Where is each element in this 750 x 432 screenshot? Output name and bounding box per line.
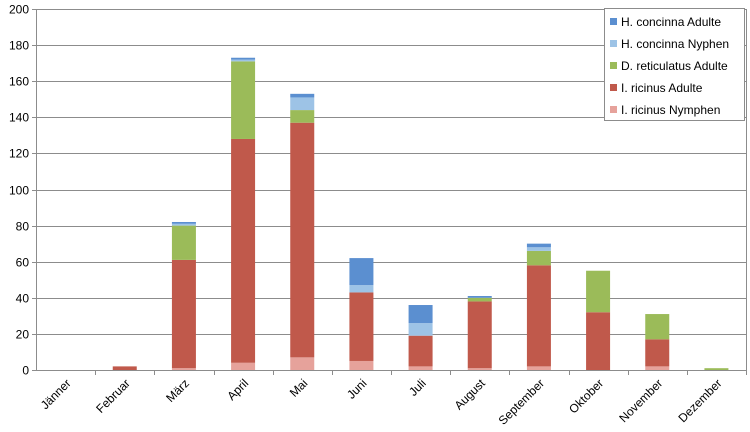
bar-segment-i-ricinus-nymphen: [349, 360, 374, 370]
bar-segment-i-ricinus-adulte: [290, 122, 315, 358]
bar-segment-h-concinna-nyphen: [290, 97, 315, 111]
y-tick-label: 180: [9, 39, 29, 53]
y-tick-label: 80: [16, 220, 30, 234]
bars: [112, 57, 729, 370]
legend-swatch-h-concinna-adulte: [610, 18, 617, 25]
bar-segment-i-ricinus-adulte: [231, 138, 256, 363]
bar-segment-i-ricinus-adulte: [526, 265, 551, 367]
bar-segment-d-reticulatus-adulte: [645, 314, 670, 340]
y-tick-label: 140: [9, 111, 29, 125]
bar-segment-h-concinna-nyphen: [349, 285, 374, 293]
x-tick-label: Februar: [93, 376, 133, 416]
bar-segment-h-concinna-adulte: [171, 221, 196, 224]
bar-segment-d-reticulatus-adulte: [231, 61, 256, 139]
legend-label: H. concinna Nyphen: [621, 37, 729, 51]
x-tick-label: September: [496, 376, 547, 427]
legend-label: I. ricinus Adulte: [621, 81, 703, 95]
bar-segment-i-ricinus-adulte: [408, 335, 433, 367]
bar-segment-i-ricinus-adulte: [645, 339, 670, 367]
bar-segment-h-concinna-adulte: [290, 93, 315, 98]
bar-segment-d-reticulatus-adulte: [586, 270, 611, 313]
bar-segment-h-concinna-nyphen: [526, 247, 551, 251]
x-tick-label: April: [224, 376, 251, 403]
y-tick-label: 100: [9, 184, 29, 198]
y-tick-label: 120: [9, 147, 29, 161]
legend-label: H. concinna Adulte: [621, 15, 721, 29]
bar-segment-i-ricinus-nymphen: [171, 368, 196, 370]
y-tick-label: 60: [16, 256, 30, 270]
bar-segment-d-reticulatus-adulte: [467, 297, 492, 302]
y-tick-label: 200: [9, 3, 29, 17]
bar-segment-d-reticulatus-adulte: [171, 225, 196, 260]
x-tick-label: Oktober: [566, 376, 606, 416]
bar-segment-i-ricinus-nymphen: [467, 368, 492, 370]
bar-segment-i-ricinus-adulte: [112, 366, 137, 370]
y-tick-label: 40: [16, 292, 30, 306]
legend: H. concinna Adulte H. concinna Nyphen D. r…: [604, 8, 745, 121]
x-tick-label: März: [163, 376, 192, 405]
bar-segment-d-reticulatus-adulte: [704, 368, 729, 370]
bar-segment-h-concinna-adulte: [349, 258, 374, 286]
bar-segment-h-concinna-adulte: [231, 57, 256, 60]
x-axis: Jänner Februar März April Mai Juni Juli August S…: [36, 370, 747, 428]
y-tick-label: 20: [16, 328, 30, 342]
bar-segment-i-ricinus-nymphen: [231, 362, 256, 370]
bar-segment-i-ricinus-adulte: [171, 259, 196, 369]
legend-swatch-i-ricinus-adulte: [610, 84, 617, 91]
x-tick-label: August: [452, 376, 489, 413]
x-tick-label: Juni: [344, 376, 369, 401]
x-tick-label: Dezember: [675, 376, 724, 425]
bar-segment-i-ricinus-adulte: [467, 301, 492, 369]
legend-label: I. ricinus Nymphen: [621, 103, 720, 117]
y-axis: 0 20 40 60 80 100 120 140 160 180 200: [9, 3, 37, 378]
x-tick-label: November: [616, 376, 665, 425]
bar-segment-i-ricinus-nymphen: [645, 366, 670, 370]
y-tick-label: 0: [22, 364, 29, 378]
bar-segment-i-ricinus-nymphen: [526, 366, 551, 370]
bar-segment-i-ricinus-nymphen: [290, 357, 315, 370]
bar-segment-d-reticulatus-adulte: [290, 110, 315, 123]
bar-segment-h-concinna-nyphen: [408, 323, 433, 336]
bar-segment-i-ricinus-adulte: [586, 312, 611, 370]
y-tick-label: 160: [9, 75, 29, 89]
x-tick-label: Juli: [406, 376, 429, 399]
bar-segment-i-ricinus-adulte: [349, 292, 374, 361]
x-tick-label: Mai: [287, 376, 311, 400]
bar-segment-h-concinna-adulte: [467, 296, 492, 298]
legend-swatch-d-reticulatus-adulte: [610, 62, 617, 69]
legend-label: D. reticulatus Adulte: [621, 59, 728, 73]
bar-segment-d-reticulatus-adulte: [526, 250, 551, 266]
bar-segment-h-concinna-adulte: [526, 243, 551, 248]
bar-segment-h-concinna-nyphen: [231, 59, 256, 62]
bar-segment-h-concinna-nyphen: [171, 223, 196, 226]
bar-segment-h-concinna-adulte: [408, 305, 433, 324]
x-tick-label: Jänner: [38, 376, 74, 412]
bar-segment-i-ricinus-nymphen: [408, 366, 433, 370]
legend-box: [604, 8, 745, 121]
legend-swatch-h-concinna-nyphen: [610, 40, 617, 47]
legend-swatch-i-ricinus-nymphen: [610, 106, 617, 113]
